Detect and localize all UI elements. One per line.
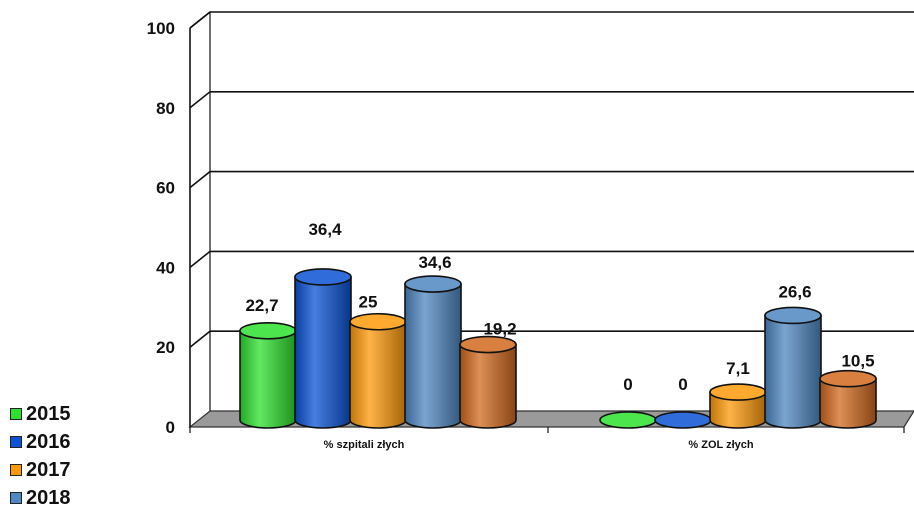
wall-edge — [189, 11, 211, 29]
y-tick-label: 0 — [166, 418, 175, 437]
category-label: % szpitali złych — [324, 439, 405, 451]
data-label: 25 — [359, 293, 378, 312]
bar — [349, 312, 407, 429]
x-axis: % szpitali złych % ZOL złych — [189, 427, 905, 451]
legend-label: 2018 — [26, 486, 71, 509]
y-tick-label: 80 — [156, 99, 175, 118]
bar — [239, 321, 297, 429]
legend-label: 2015 — [26, 402, 71, 425]
category-label: % ZOL złych — [688, 439, 753, 451]
y-tick-label: 100 — [147, 19, 175, 38]
gridline — [189, 170, 914, 189]
y-tick-label: 20 — [156, 338, 175, 357]
bar — [599, 411, 657, 429]
y-tick-label: 40 — [156, 258, 175, 277]
legend-item: 2015 — [10, 400, 71, 428]
bar — [459, 335, 517, 429]
legend-swatch — [10, 408, 22, 420]
data-label: 7,1 — [726, 359, 750, 378]
data-label: 34,6 — [418, 253, 451, 272]
legend-label: 2017 — [26, 458, 71, 481]
data-label: 0 — [678, 375, 687, 394]
gridline — [189, 11, 914, 29]
data-labels: 22,7 0 36,4 0 25 7,1 34,6 26,6 19,2 10,5 — [245, 220, 874, 394]
gridline — [189, 250, 914, 269]
legend-swatch — [10, 464, 22, 476]
data-label: 26,6 — [778, 282, 811, 301]
bar — [404, 275, 462, 429]
legend: 2015 2016 2017 2018 — [10, 400, 71, 512]
bars — [239, 268, 877, 429]
y-axis: 0 20 40 60 80 100 — [147, 11, 211, 437]
bar — [294, 268, 352, 429]
legend-item: 2017 — [10, 456, 71, 484]
y-tick-label: 60 — [156, 179, 175, 198]
data-label: 10,5 — [841, 352, 874, 371]
data-label: 22,7 — [245, 296, 278, 315]
gridline — [189, 91, 914, 109]
bar — [709, 383, 767, 429]
legend-swatch — [10, 436, 22, 448]
bar — [654, 411, 712, 429]
data-label: 19,2 — [483, 320, 516, 339]
legend-item: 2018 — [10, 484, 71, 512]
legend-swatch — [10, 492, 22, 504]
data-label: 0 — [623, 375, 632, 394]
bar — [764, 306, 822, 429]
legend-item: 2016 — [10, 428, 71, 456]
data-label: 36,4 — [308, 220, 342, 239]
legend-label: 2016 — [26, 430, 71, 453]
bar — [819, 369, 877, 429]
